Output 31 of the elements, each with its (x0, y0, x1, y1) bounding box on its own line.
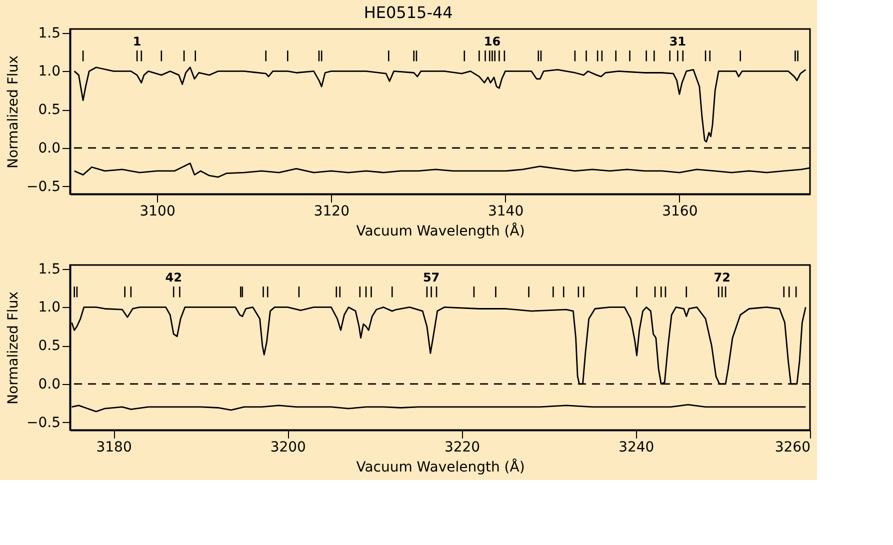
annotation: 31 (669, 34, 686, 48)
y-tick-label: 1.0 (38, 300, 60, 316)
x-tick-label: 3100 (140, 204, 176, 220)
x-tick-label: 3180 (96, 440, 132, 456)
x-tick-label: 3140 (488, 204, 524, 220)
x-tick-label: 3120 (314, 204, 350, 220)
y-tick-label: 0.0 (38, 376, 60, 392)
x-tick-label: 3260 (774, 440, 810, 456)
x-tick-label: 3240 (618, 440, 654, 456)
x-axis-title: Vacuum Wavelength (Å) (356, 458, 525, 476)
annotation: 57 (422, 270, 440, 284)
annotation: 16 (484, 34, 501, 48)
y-tick-label: 0.5 (38, 102, 60, 118)
chart-title: HE0515-44 (364, 3, 453, 22)
y-tick-label: −0.5 (26, 414, 60, 431)
x-tick-label: 3200 (270, 440, 306, 456)
annotation: 42 (165, 270, 182, 284)
y-tick-label: 1.5 (38, 25, 60, 42)
x-tick-label: 3160 (662, 204, 698, 220)
line-series (74, 66, 806, 143)
y-axis-title: Normalized Flux (6, 56, 22, 168)
x-tick-label: 3220 (444, 440, 480, 456)
y-tick-label: 1.5 (38, 261, 60, 278)
x-axis-title: Vacuum Wavelength (Å) (356, 222, 525, 240)
y-tick-label: 0.5 (38, 338, 60, 354)
y-axis-title: Normalized Flux (6, 292, 22, 404)
y-tick-label: 0.0 (38, 140, 60, 156)
annotation: 1 (132, 34, 142, 48)
annotation: 72 (714, 270, 730, 284)
y-tick-label: −0.5 (26, 178, 60, 195)
y-tick-label: 1.0 (38, 64, 60, 80)
